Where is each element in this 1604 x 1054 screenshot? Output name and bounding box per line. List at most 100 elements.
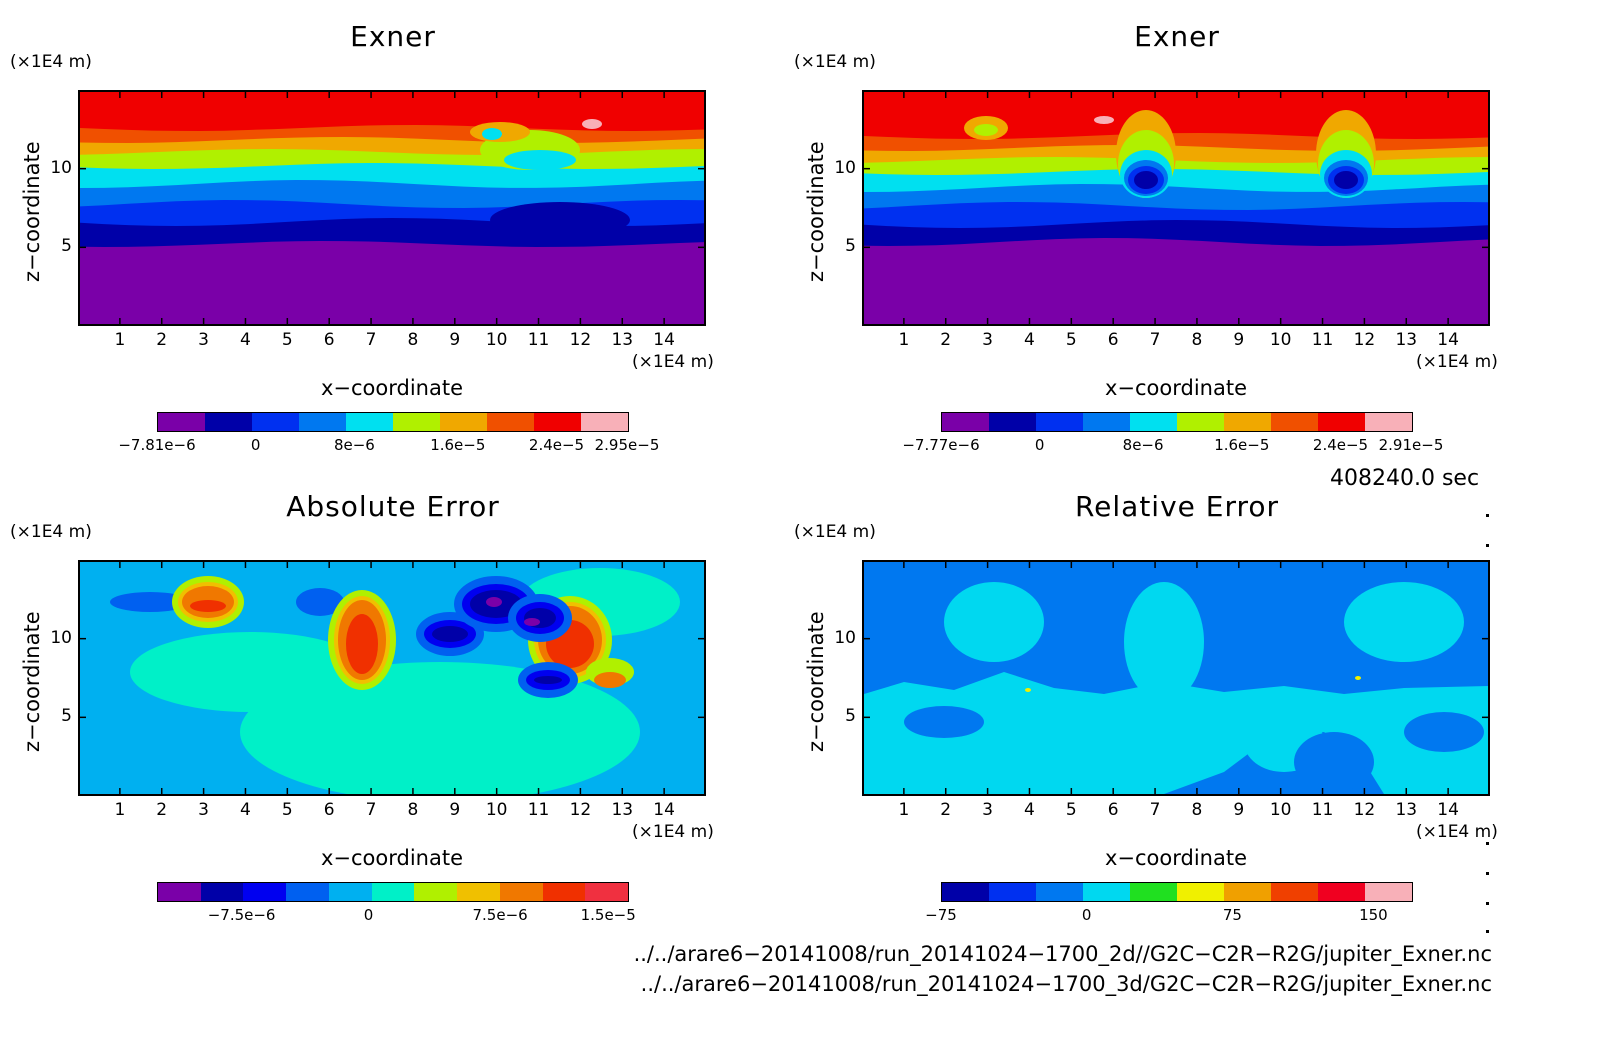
contour-blob [296,588,344,616]
y-tick-label: 10 [834,157,856,178]
colorbar-swatch [585,883,629,901]
colorbar-tick-label: −7.5e−6 [207,906,276,924]
x-tick-label: 10 [1269,800,1292,820]
colorbar-swatch [371,883,415,901]
contour-blob [904,706,984,738]
margin-dot [1486,930,1489,933]
contour-blob [1094,116,1114,124]
colorbar-swatch [1177,413,1224,431]
y-unit-label: (×1E4 m) [794,52,876,72]
contour-blob [974,124,998,136]
time-label: 408240.0 sec [1330,466,1480,491]
colorbar-swatch [414,883,458,901]
colorbar-swatch [989,413,1036,431]
colorbar-swatch [1224,413,1271,431]
y-unit-label: (×1E4 m) [10,522,92,542]
x-tick-label: 1 [114,800,126,820]
colorbar-swatch [328,883,372,901]
x-tick-label: 1 [898,330,910,350]
x-tick-label: 9 [449,800,461,820]
colorbar-swatch [393,413,440,431]
colorbar-tick-label: 150 [1359,906,1388,924]
x-tick-label: 8 [1191,330,1203,350]
contour-blob [346,614,378,674]
colorbar-tick-label: 7.5e−6 [472,906,528,924]
x-tick-label: 6 [323,800,335,820]
contour-blob [130,632,370,712]
x-tick-label: 2 [940,800,952,820]
margin-dot [1486,544,1489,547]
x-tick-label: 12 [569,330,592,350]
contour-blob [582,119,602,129]
x-tick-label: 14 [653,330,675,350]
footer-file-1: ../../arare6−20141008/run_20141024−1700_… [633,942,1492,966]
colorbar-swatch [942,413,989,431]
contour-blob [1334,171,1358,189]
x-tick-label: 13 [611,800,634,820]
x-tick-label: 13 [611,330,634,350]
plot-area [78,560,706,796]
colorbar [941,412,1413,432]
x-axis-label: x−coordinate [1104,376,1248,400]
colorbar-swatch [299,413,346,431]
axis-ticks [80,562,704,794]
contour-blob [944,582,1044,662]
x-tick-label: 3 [198,330,209,350]
contour-blob [1124,582,1204,702]
colorbar-swatch [252,413,299,431]
colorbar-tick-label: 2.4e−5 [1312,436,1369,454]
y-tick-label: 5 [61,706,72,727]
x-axis-label: x−coordinate [320,376,464,400]
colorbar-swatch [457,883,500,901]
colorbar-swatch [1130,413,1177,431]
contour-band [864,238,1488,324]
x-tick-label: 11 [527,330,550,350]
margin-dot [1486,872,1489,875]
x-axis-label: x−coordinate [1104,846,1248,870]
colorbar-swatch [499,883,543,901]
x-tick-label: 4 [1024,330,1035,350]
x-unit-label: (×1E4 m) [632,822,714,842]
contour-blob [594,672,626,688]
x-unit-label: (×1E4 m) [1416,822,1498,842]
colorbar-tick-label: −75 [925,906,957,924]
x-tick-label: 13 [1395,330,1418,350]
x-tick-label: 11 [1311,800,1334,820]
plot-area [862,560,1490,796]
colorbar-tick-label: 8e−6 [333,436,375,454]
contour-field [80,562,704,794]
colorbar-swatch [581,413,628,431]
contour-blob [486,597,502,607]
chart-title: Absolute Error [286,490,500,523]
y-unit-label: (×1E4 m) [794,522,876,542]
y-tick-label: 10 [50,627,72,648]
chart-title: Exner [350,20,436,53]
x-tick-label: 12 [569,800,592,820]
colorbar-swatch [1083,883,1130,901]
x-tick-label: 11 [1311,330,1334,350]
colorbar-tick-label: 2.91e−5 [1378,436,1444,454]
x-tick-label: 5 [1065,330,1077,350]
colorbar-swatch [1224,883,1271,901]
colorbar [157,882,629,902]
colorbar-tick-label: 75 [1222,906,1242,924]
colorbar-swatch [1271,883,1318,901]
x-tick-label: 2 [156,800,168,820]
colorbar [941,882,1413,902]
colorbar-swatch [1365,883,1412,901]
colorbar-swatch [200,883,244,901]
contour-blob [1294,732,1374,792]
colorbar-swatch [542,883,586,901]
x-tick-label: 4 [1024,800,1035,820]
x-tick-label: 1 [114,330,126,350]
colorbar-swatch [1318,883,1365,901]
colorbar [157,412,629,432]
plot-area [862,90,1490,326]
colorbar-swatch [942,883,989,901]
colorbar-tick-label: −7.81e−6 [118,436,196,454]
colorbar-swatch [1130,883,1177,901]
x-tick-label: 5 [1065,800,1077,820]
footer-file-2: ../../arare6−20141008/run_20141024−1700_… [640,972,1492,996]
x-tick-label: 11 [527,800,550,820]
contour-blob [534,676,562,684]
